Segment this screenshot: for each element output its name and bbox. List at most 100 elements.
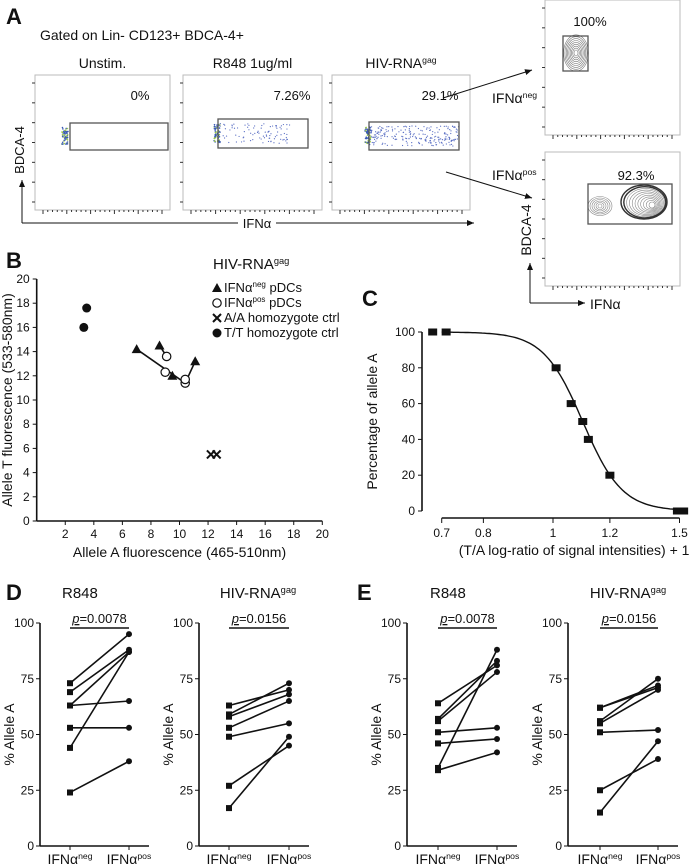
event-dot xyxy=(394,135,396,137)
legend-marker-filled-circle xyxy=(212,328,222,338)
event-dot xyxy=(386,126,388,128)
event-dot xyxy=(275,124,277,127)
event-dot xyxy=(229,129,231,131)
pair-line xyxy=(599,689,659,725)
panel-label-a: A xyxy=(6,4,22,29)
ifn-neg-point xyxy=(67,702,73,709)
x-category-label: IFNαpos xyxy=(636,851,681,867)
subplot-title: R848 xyxy=(430,585,466,602)
subplot-title: HIV-RNAgag xyxy=(220,585,296,602)
ifn-pos-point xyxy=(494,662,500,669)
y-tick-label: 25 xyxy=(549,783,563,797)
contour-line xyxy=(571,45,581,61)
event-dot xyxy=(391,136,393,138)
event-dot xyxy=(394,138,396,140)
event-dot xyxy=(366,129,369,132)
gate-rectangle xyxy=(562,35,589,72)
ifn-pos-point xyxy=(126,724,132,731)
event-dot xyxy=(404,129,406,131)
event-dot xyxy=(222,135,224,137)
event-dot xyxy=(449,129,451,131)
data-point-filled-triangle xyxy=(131,344,142,354)
pair-line xyxy=(437,727,498,734)
ifn-pos-point xyxy=(494,669,500,676)
event-dot xyxy=(445,125,447,127)
pair-line xyxy=(228,693,290,718)
event-dot xyxy=(218,127,221,129)
data-point xyxy=(441,328,451,336)
event-dot xyxy=(247,126,249,128)
event-dot xyxy=(214,135,217,138)
legend-entry-text: IFNα xyxy=(224,295,253,310)
p-value-label: p=0.0156 xyxy=(601,611,657,626)
event-dot xyxy=(450,132,452,135)
event-dot xyxy=(408,131,411,133)
ifn-neg-point xyxy=(226,713,232,720)
x-tick-label: 12 xyxy=(201,527,215,541)
y-tick-label: 20 xyxy=(402,468,416,482)
x-tick-label: 4 xyxy=(90,527,97,541)
ifn-pos-point xyxy=(126,631,132,638)
x-category-label-superscript: neg xyxy=(237,851,252,861)
y-tick-label: 0 xyxy=(23,514,30,528)
legend-entry-suffix: pDCs xyxy=(266,280,303,295)
event-dot xyxy=(386,144,388,146)
event-dot xyxy=(408,137,410,140)
event-dot xyxy=(434,132,436,134)
p-value-label: p=0.0156 xyxy=(231,611,287,626)
ifn-pos-point xyxy=(655,675,661,682)
event-dot xyxy=(452,139,455,141)
y-tick-label: 75 xyxy=(21,672,35,686)
y-tick-label: 100 xyxy=(14,616,34,630)
p-value-label: p=0.0078 xyxy=(439,611,495,626)
y-tick-label: 0 xyxy=(408,504,415,518)
event-dot xyxy=(415,125,417,127)
y-tick-label: 50 xyxy=(180,728,194,742)
event-dot xyxy=(250,132,252,134)
event-dot xyxy=(419,137,421,139)
event-dot xyxy=(260,127,262,129)
y-axis-label: Allele T fluorescence (533-580nm) xyxy=(0,293,15,507)
event-dot xyxy=(425,128,428,130)
p-symbol: p xyxy=(71,611,79,626)
ifn-pos-point xyxy=(655,738,661,745)
event-dot xyxy=(366,134,369,137)
event-dot xyxy=(445,133,447,135)
gate-percent: 92.3% xyxy=(618,168,655,183)
x-category-label-text: IFNα xyxy=(577,851,608,867)
event-dot xyxy=(403,125,405,128)
event-dot xyxy=(254,132,256,134)
chart-title: HIV-RNAgag xyxy=(213,256,289,273)
event-dot xyxy=(412,135,414,138)
event-dot xyxy=(66,133,69,136)
event-dot xyxy=(63,142,66,145)
pair-line xyxy=(599,686,659,709)
event-dot xyxy=(436,127,438,129)
event-dot xyxy=(376,132,378,134)
event-dot xyxy=(439,125,442,127)
event-dot xyxy=(228,141,230,144)
event-dot xyxy=(373,138,376,140)
event-dot xyxy=(373,136,375,139)
event-dot xyxy=(213,137,216,140)
contour-line xyxy=(573,49,579,57)
event-dot xyxy=(386,130,388,133)
event-dot xyxy=(243,140,245,142)
event-dot xyxy=(249,139,252,142)
contour-line xyxy=(569,43,583,62)
event-dot xyxy=(273,138,276,140)
facs-axis-ticks xyxy=(542,7,673,139)
event-dot xyxy=(243,131,245,133)
y-tick-label: 0 xyxy=(186,839,193,853)
event-dot xyxy=(62,128,64,130)
event-dot xyxy=(365,131,368,134)
event-dot xyxy=(405,126,408,128)
x-tick-label: 1 xyxy=(550,526,557,540)
ifn-neg-point xyxy=(67,789,73,796)
event-dot xyxy=(265,134,267,136)
event-dot xyxy=(380,135,382,137)
event-dot xyxy=(435,142,437,144)
contour-line xyxy=(643,198,658,211)
subplot-title: R848 xyxy=(62,585,98,602)
